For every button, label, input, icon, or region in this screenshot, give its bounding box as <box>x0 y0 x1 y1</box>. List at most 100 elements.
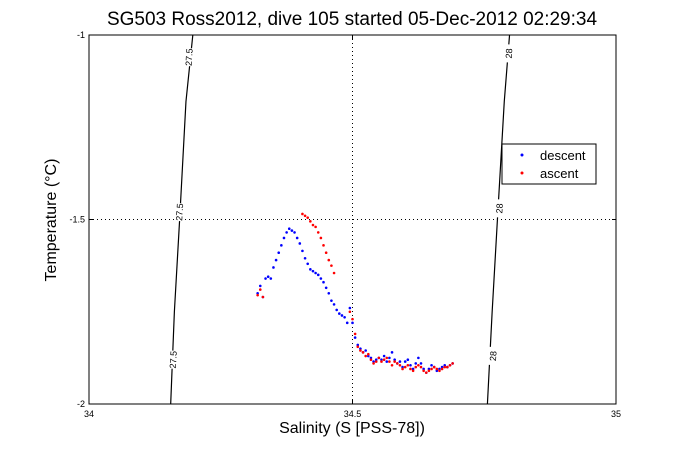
contour-line <box>486 34 511 405</box>
descent-point <box>401 365 404 369</box>
contour-label-bg <box>487 346 499 366</box>
x-axis-label: Salinity (S [PSS-78]) <box>279 420 425 437</box>
contour-label: 27.5 <box>184 48 195 66</box>
ascent-point <box>361 351 365 354</box>
descent-point <box>343 315 346 319</box>
ascent-point <box>348 310 352 314</box>
descent-point <box>430 363 433 367</box>
descent-point <box>322 280 325 284</box>
descent-point <box>303 256 307 260</box>
ascent-point <box>301 212 304 216</box>
descent-point <box>427 367 431 371</box>
contour-label-bg <box>174 202 186 222</box>
descent-point <box>269 277 273 280</box>
ascent-point <box>422 369 425 373</box>
ascent-point <box>432 365 436 369</box>
ascent-series <box>256 212 454 374</box>
ascent-point <box>314 225 317 229</box>
descent-point <box>285 231 288 234</box>
descent-point <box>314 271 317 275</box>
legend-marker-ascent <box>520 171 524 175</box>
descent-point <box>264 277 267 280</box>
descent-point <box>258 284 262 288</box>
descent-point <box>419 362 423 365</box>
ascent-point <box>353 332 357 336</box>
descent-point <box>374 358 378 362</box>
ascent-point <box>406 363 410 367</box>
axis-ticks: 34 34.5 35 -2 -1.5 -1 <box>69 30 621 419</box>
ascent-point <box>424 371 428 374</box>
descent-point <box>435 369 439 373</box>
descent-point <box>411 367 415 371</box>
ascent-point <box>440 367 444 371</box>
ascent-point <box>356 345 360 349</box>
contour-label-bg <box>494 199 506 218</box>
chart-title: SG503 Ross2012, dive 105 started 05-Dec-… <box>107 9 598 30</box>
descent-point <box>311 269 315 273</box>
ascent-point <box>411 369 415 373</box>
descent-point <box>385 360 389 363</box>
descent-point <box>364 349 367 352</box>
contour-label: 27.5 <box>174 203 185 221</box>
ascent-point <box>324 251 328 255</box>
descent-point <box>422 367 425 371</box>
descent-point <box>398 360 402 363</box>
ascent-point <box>372 362 375 365</box>
ascent-point <box>395 362 399 365</box>
ascent-point <box>393 360 396 363</box>
ascent-point <box>401 367 404 371</box>
contour-label: 27.5 <box>168 351 179 369</box>
ascent-point <box>374 360 378 363</box>
ascent-point <box>261 295 265 299</box>
descent-point <box>298 242 302 245</box>
descent-point <box>287 227 291 231</box>
ascent-point <box>438 369 441 373</box>
descent-point <box>372 360 375 363</box>
descent-point <box>406 358 410 362</box>
descent-point <box>380 358 383 362</box>
contour-label: 28 <box>488 351 499 362</box>
ascent-point <box>256 293 259 297</box>
ascent-point <box>309 220 312 223</box>
descent-point <box>277 251 281 255</box>
density-contours: 27.5 27.5 27.5 28 28 28 <box>167 34 515 405</box>
ascent-point <box>430 367 433 371</box>
descent-point <box>353 336 357 339</box>
descent-point <box>306 262 310 266</box>
descent-point <box>443 363 447 367</box>
ascent-point <box>359 349 362 352</box>
ascent-point <box>367 352 370 356</box>
descent-point <box>295 236 299 240</box>
descent-point <box>382 354 386 358</box>
descent-point <box>327 292 331 295</box>
descent-point <box>393 358 396 362</box>
ascent-point <box>332 271 336 275</box>
descent-point <box>293 231 296 234</box>
descent-point <box>330 299 333 302</box>
ascent-point <box>446 365 449 369</box>
ascent-point <box>319 236 323 240</box>
ascent-point <box>403 365 407 369</box>
descent-point <box>348 306 352 310</box>
ascent-point <box>316 231 320 234</box>
descent-point <box>438 367 441 371</box>
ascent-point <box>322 244 325 247</box>
legend-marker-descent <box>520 153 524 157</box>
descent-point <box>440 365 444 369</box>
descent-point <box>359 347 362 350</box>
descent-point <box>369 356 373 360</box>
ascent-point <box>382 358 386 362</box>
descent-point <box>290 229 294 232</box>
x-tick-label: 34 <box>84 409 94 419</box>
ascent-point <box>364 354 367 358</box>
legend: descent ascent <box>501 143 597 185</box>
ascent-point <box>380 360 383 363</box>
descent-point <box>280 244 283 247</box>
descent-point <box>316 273 320 277</box>
ascent-point <box>306 216 310 219</box>
contour-label: 28 <box>504 48 515 59</box>
descent-point <box>266 275 270 278</box>
contour-label: 28 <box>494 203 505 214</box>
ascent-point <box>369 358 373 362</box>
